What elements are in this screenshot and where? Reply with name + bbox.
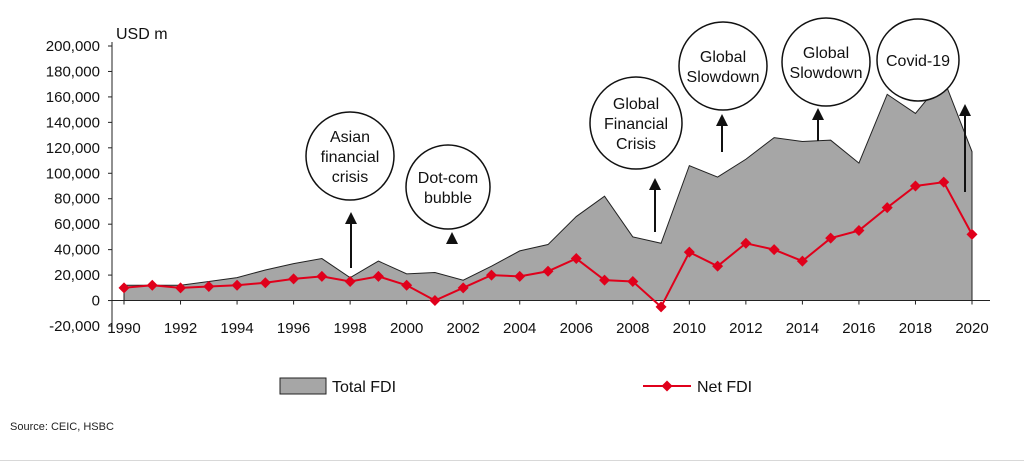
x-tick-label: 2010: [673, 320, 706, 337]
annotation-label: Global: [803, 45, 849, 62]
annotation-arrow-head: [649, 178, 661, 190]
annotation-arrow-head: [446, 232, 458, 244]
x-tick-label: 2018: [899, 320, 932, 337]
y-tick-label: 160,000: [46, 89, 100, 106]
y-tick-label: 180,000: [46, 63, 100, 80]
annotation-label: Slowdown: [687, 69, 760, 86]
net-fdi-point: [457, 282, 469, 294]
x-tick-label: 2020: [955, 320, 988, 337]
net-fdi-point: [288, 273, 300, 285]
net-fdi-point: [712, 260, 724, 272]
annotation-bubble: [589, 76, 683, 170]
net-fdi-point: [344, 275, 356, 287]
y-tick-label: 20,000: [54, 267, 100, 284]
annotation-label: Slowdown: [790, 65, 863, 82]
net-fdi-point: [853, 225, 865, 237]
annotation-label: crisis: [332, 169, 368, 186]
net-fdi-point: [627, 275, 639, 287]
annotation-bubble: [678, 21, 768, 111]
y-tick-label: 80,000: [54, 191, 100, 208]
x-tick-label: 1992: [164, 320, 197, 337]
net-fdi-point: [146, 279, 158, 291]
net-fdi-point: [768, 244, 780, 256]
net-fdi-point: [938, 176, 950, 188]
annotation-arrow-head: [345, 212, 357, 224]
net-fdi-point: [796, 255, 808, 267]
net-fdi-point: [231, 279, 243, 291]
y-tick-label: 100,000: [46, 165, 100, 182]
net-fdi-point: [429, 295, 441, 307]
annotation-label: Covid-19: [886, 53, 950, 70]
net-fdi-point: [485, 269, 497, 281]
y-tick-label: 40,000: [54, 242, 100, 259]
annotation-label: Financial: [604, 116, 668, 133]
net-fdi-point: [316, 270, 328, 282]
net-fdi-point: [740, 237, 752, 249]
y-tick-label: 200,000: [46, 38, 100, 55]
legend-label-total-fdi: Total FDI: [332, 379, 396, 396]
annotation-arrow-head: [716, 114, 728, 126]
x-tick-label: 2012: [729, 320, 762, 337]
annotation-label: Asian: [330, 129, 370, 146]
x-tick-label: 1990: [107, 320, 140, 337]
x-tick-label: 2008: [616, 320, 649, 337]
annotation-bubble: [305, 111, 395, 201]
legend-label-net-fdi: Net FDI: [697, 379, 752, 396]
net-fdi-point: [655, 301, 667, 313]
net-fdi-point: [881, 202, 893, 214]
annotation-arrow-head: [959, 104, 971, 116]
y-tick-label: 60,000: [54, 216, 100, 233]
annotation-label: Dot-com: [418, 170, 478, 187]
annotation-arrow-head: [812, 108, 824, 120]
y-tick-label: -20,000: [49, 318, 100, 335]
legend-swatch-total-fdi: [279, 377, 327, 395]
annotation-bubble: [876, 18, 960, 102]
net-fdi-point: [825, 232, 837, 244]
net-fdi-point: [372, 270, 384, 282]
x-tick-label: 1994: [220, 320, 253, 337]
annotation-label: financial: [321, 149, 380, 166]
net-fdi-point: [259, 277, 271, 289]
net-fdi-point: [175, 282, 187, 294]
net-fdi-point: [514, 270, 526, 282]
y-tick-label: 120,000: [46, 140, 100, 157]
x-tick-label: 2016: [842, 320, 875, 337]
net-fdi-point: [909, 180, 921, 192]
annotation-bubble: [781, 17, 871, 107]
x-tick-label: 2004: [503, 320, 536, 337]
source-note: Source: CEIC, HSBC: [10, 421, 114, 433]
x-tick-label: 2006: [560, 320, 593, 337]
net-fdi-point: [599, 274, 611, 286]
net-fdi-point: [570, 253, 582, 265]
annotation-label: Global: [613, 96, 659, 113]
x-tick-label: 2000: [390, 320, 423, 337]
legend-swatch-net-fdi-marker: [661, 380, 673, 392]
net-fdi-point: [401, 279, 413, 291]
total-fdi-area: [123, 78, 973, 302]
net-fdi-point: [542, 265, 554, 277]
x-tick-label: 2002: [447, 320, 480, 337]
net-fdi-point: [966, 228, 978, 240]
y-tick-label: 140,000: [46, 114, 100, 131]
net-fdi-point: [683, 246, 695, 258]
net-fdi-point: [118, 282, 130, 294]
y-tick-label: 0: [92, 293, 100, 310]
annotation-bubble: [405, 144, 491, 230]
x-tick-label: 1996: [277, 320, 310, 337]
x-tick-label: 1998: [333, 320, 366, 337]
net-fdi-point: [203, 281, 215, 293]
annotation-label: Global: [700, 49, 746, 66]
bottom-divider: [0, 460, 1024, 461]
annotation-label: Crisis: [616, 136, 656, 153]
annotation-label: bubble: [424, 190, 472, 207]
y-unit-label: USD m: [116, 26, 168, 43]
x-tick-label: 2014: [786, 320, 819, 337]
